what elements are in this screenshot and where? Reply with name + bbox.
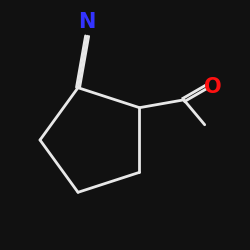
Text: O: O	[204, 77, 221, 97]
Text: N: N	[78, 12, 96, 32]
